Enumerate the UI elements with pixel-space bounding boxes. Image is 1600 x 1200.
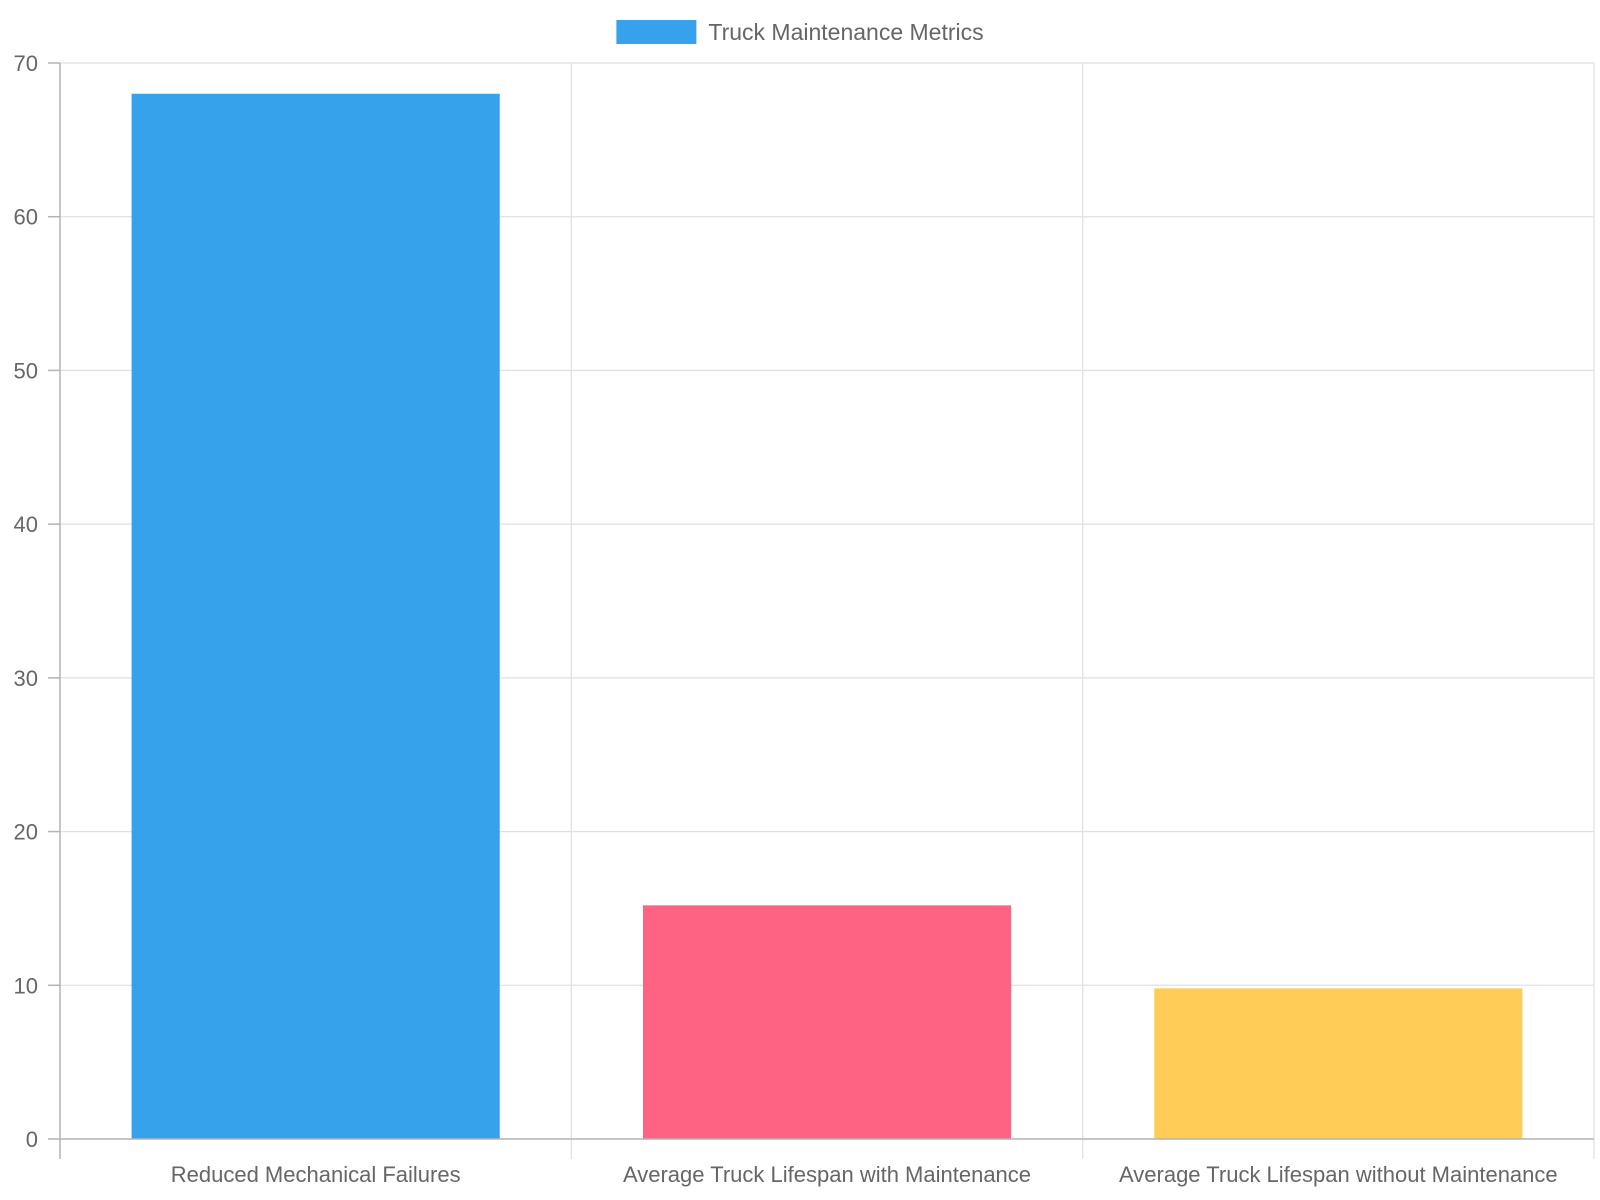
y-tick-label: 10 xyxy=(14,973,38,998)
bar-3[interactable] xyxy=(1154,988,1523,1139)
legend-label[interactable]: Truck Maintenance Metrics xyxy=(708,19,983,45)
x-axis-ticks: Reduced Mechanical Failures Average Truck… xyxy=(171,1162,1558,1187)
y-tick-label: 60 xyxy=(14,205,38,230)
y-axis-ticks: 0 10 20 30 40 50 60 70 xyxy=(14,51,38,1152)
y-tick-label: 0 xyxy=(26,1127,38,1152)
y-tick-label: 40 xyxy=(14,512,38,537)
y-tick-label: 70 xyxy=(14,51,38,76)
x-tick-label: Reduced Mechanical Failures xyxy=(171,1162,461,1187)
axes xyxy=(48,62,1595,1159)
y-tick-label: 20 xyxy=(14,820,38,845)
legend[interactable]: Truck Maintenance Metrics xyxy=(616,19,984,45)
x-tick-label: Average Truck Lifespan without Maintenan… xyxy=(1119,1162,1558,1187)
legend-swatch[interactable] xyxy=(616,20,697,44)
y-tick-label: 50 xyxy=(14,358,38,383)
y-tick-label: 30 xyxy=(14,666,38,691)
bar-1[interactable] xyxy=(131,93,500,1139)
bar-2[interactable] xyxy=(642,905,1012,1139)
x-tick-label: Average Truck Lifespan with Maintenance xyxy=(623,1162,1031,1187)
bars xyxy=(131,93,1523,1139)
